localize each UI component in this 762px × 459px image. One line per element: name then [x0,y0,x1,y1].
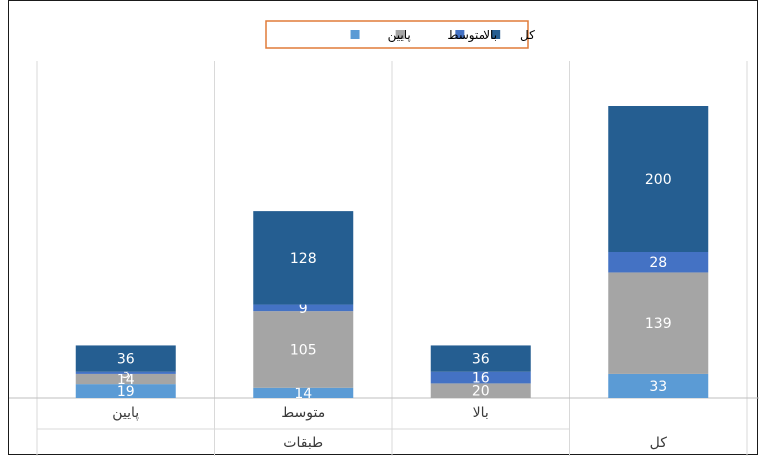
data-label: 16 [472,371,490,387]
bar-segment [430,345,531,372]
chart-frame: کل بالا متوسط پایین 19 14 3 36 14 105 9 128 20 16 36 3… [8,0,759,456]
x-axis-labels: پایین متوسط بالا طبقات کل [112,405,667,451]
bar-segment [430,371,531,384]
bar-segment [430,383,531,398]
data-label: 200 [645,172,672,188]
data-label: 9 [299,301,308,317]
data-label: 36 [472,352,490,368]
legend-entry-label: کل [520,28,535,42]
data-label: 139 [645,316,672,332]
legend-swatch [491,30,501,39]
bar-segment [75,384,176,398]
data-label: 19 [117,384,135,400]
legend-entry-label: پایین [388,28,411,43]
bar-segment [75,373,176,385]
group-label: کل [650,435,668,451]
data-label: 14 [294,386,312,402]
data-label: 33 [649,379,667,395]
data-label: 105 [290,342,317,358]
data-label: 28 [649,255,667,271]
data-label: 36 [117,352,135,368]
bar-segment [608,106,709,252]
legend-swatch [455,30,465,39]
legend-entry-label: متوسط [447,28,485,43]
category-label: متوسط [281,405,325,421]
data-label: 14 [117,372,135,388]
bar-segment [253,311,354,388]
bar-segment [608,373,709,398]
category-label: بالا [473,405,489,421]
bar-segment [75,345,176,372]
bar-segment [75,371,176,374]
data-label: 3 [121,366,130,382]
data-label: 128 [290,251,317,267]
bar-segment [253,211,354,305]
legend-swatch [350,30,360,39]
bar-segment [608,272,709,374]
bar-segment [253,387,354,398]
group-label: طبقات [283,435,323,451]
category-label: پایین [112,405,139,421]
data-label: 20 [472,384,490,400]
bar-segment [608,252,709,273]
bar-segment [253,304,354,312]
legend-entry-label: بالا [483,28,497,42]
legend-swatch [395,30,405,39]
